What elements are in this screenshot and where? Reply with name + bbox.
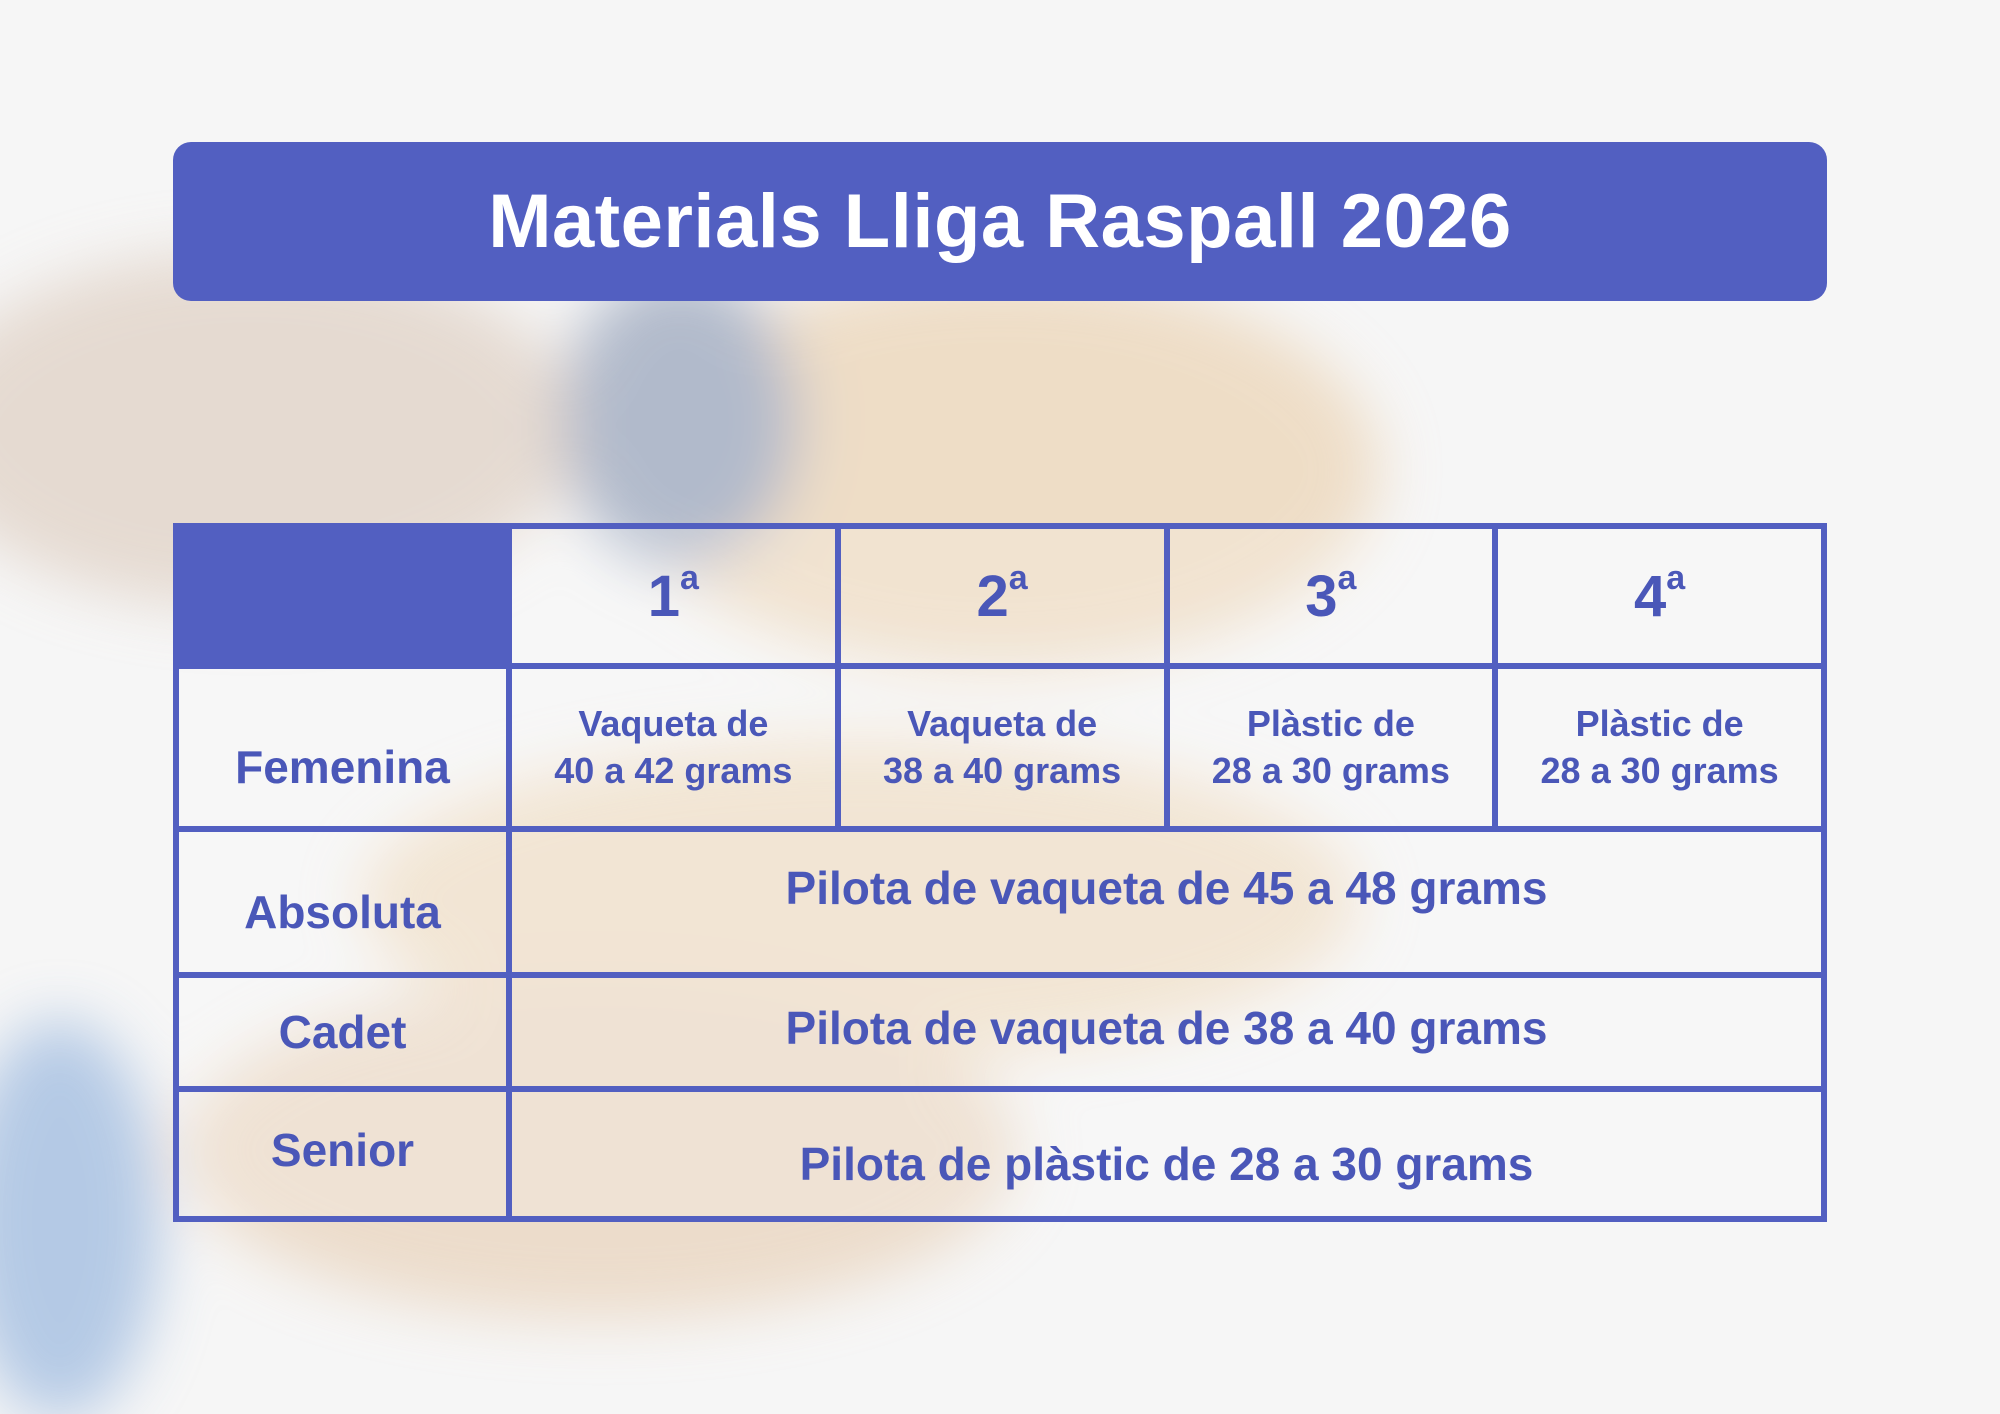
corner-cell xyxy=(173,523,512,669)
row-header-femenina: Femenina xyxy=(173,662,512,833)
table-row: Absoluta Pilota de vaqueta de 45 a 48 gr… xyxy=(173,826,1827,979)
column-header-1: 1a xyxy=(506,523,841,669)
materials-table: 1a 2a 3a 4a Femenina Vaqueta de 40 a 42 g… xyxy=(173,523,1827,1222)
column-header-4: 4a xyxy=(1492,523,1827,669)
column-header-2: 2a xyxy=(834,523,1170,669)
table-cell-span: Pilota de vaqueta de 45 a 48 grams xyxy=(506,826,1827,979)
table-row: Senior Pilota de plàstic de 28 a 30 gram… xyxy=(173,1086,1827,1222)
table-row: Femenina Vaqueta de 40 a 42 grams Vaqueta… xyxy=(173,662,1827,833)
title-banner: Materials Lliga Raspall 2026 xyxy=(173,142,1827,301)
table-row: Cadet Pilota de vaqueta de 38 a 40 grams xyxy=(173,972,1827,1092)
table-cell-span: Pilota de plàstic de 28 a 30 grams xyxy=(506,1086,1827,1222)
table-cell: Plàstic de 28 a 30 grams xyxy=(1492,662,1827,833)
row-header-absoluta: Absoluta xyxy=(173,826,512,979)
table-cell-span: Pilota de vaqueta de 38 a 40 grams xyxy=(506,972,1827,1092)
table-cell: Plàstic de 28 a 30 grams xyxy=(1163,662,1499,833)
header-row: 1a 2a 3a 4a xyxy=(173,523,1827,669)
row-header-senior: Senior xyxy=(173,1086,512,1222)
column-header-3: 3a xyxy=(1163,523,1499,669)
table-cell: Vaqueta de 40 a 42 grams xyxy=(506,662,841,833)
page-title: Materials Lliga Raspall 2026 xyxy=(488,179,1512,264)
table-cell: Vaqueta de 38 a 40 grams xyxy=(834,662,1170,833)
row-header-cadet: Cadet xyxy=(173,972,512,1092)
